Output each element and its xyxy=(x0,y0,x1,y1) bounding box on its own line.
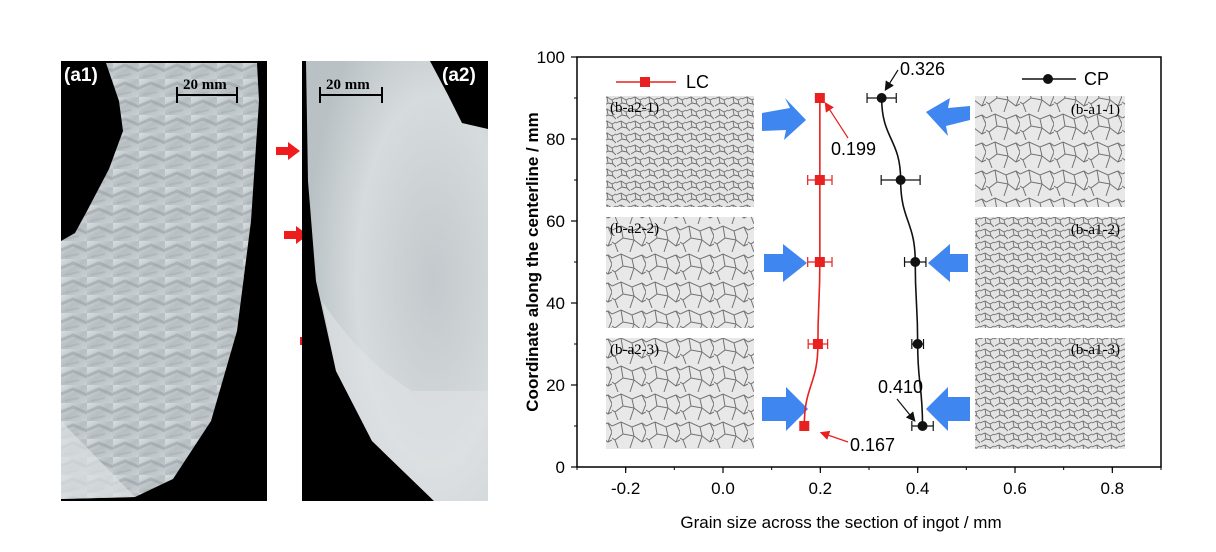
y-axis-label: Coordinate along the centerline / mm xyxy=(523,112,542,411)
micrograph-b-a1-1 xyxy=(975,96,1125,207)
y-tick-label: 100 xyxy=(537,48,565,67)
y-tick-label: 40 xyxy=(546,294,565,313)
micrograph-b-a2-2 xyxy=(606,217,754,328)
x-tick-label: -0.2 xyxy=(611,479,640,498)
macrograph-a1-image xyxy=(61,61,267,501)
data-point-cp xyxy=(910,257,921,267)
annotation-cp-bottom: 0.410 xyxy=(878,377,923,397)
value-annotations: 0.326 0.199 0.410 0.167 xyxy=(819,59,945,455)
legend-item-lc: LC xyxy=(616,72,709,92)
macrograph-a2: (a2) 20 mm xyxy=(302,61,488,501)
annotation-cp-top: 0.326 xyxy=(900,59,945,79)
micro-label-b-a2-1: (b-a2-1) xyxy=(610,100,659,116)
micro-label-b-a2-3: (b-a2-3) xyxy=(610,342,659,358)
red-arrow-icon xyxy=(276,142,300,160)
micrograph-b-a2-1 xyxy=(606,96,754,207)
y-tick-label: 80 xyxy=(546,130,565,149)
micro-label-b-a2-2: (b-a2-2) xyxy=(610,221,659,237)
data-point-lc xyxy=(812,339,823,349)
x-axis-label: Grain size across the section of ingot /… xyxy=(680,513,1001,532)
x-tick-label: 0.8 xyxy=(1101,479,1125,498)
x-tick-label: 0.4 xyxy=(906,479,930,498)
legend: LC CP xyxy=(616,69,1109,92)
legend-label-cp: CP xyxy=(1084,69,1109,89)
micrograph-b-a1-2 xyxy=(975,217,1125,328)
data-point-cp xyxy=(895,175,906,185)
annotation-lc-top: 0.199 xyxy=(831,139,876,159)
data-point-cp xyxy=(876,93,887,103)
scale-label-a2: 20 mm xyxy=(326,77,370,93)
blue-arrow-icon xyxy=(762,387,808,431)
x-tick-label: 0.6 xyxy=(1003,479,1027,498)
data-point-lc xyxy=(814,93,825,103)
x-tick-label: 0.2 xyxy=(809,479,833,498)
micro-label-b-a1-1: (b-a1-1) xyxy=(1071,102,1120,118)
blue-arrow-icon xyxy=(926,387,970,431)
data-point-lc xyxy=(814,257,825,267)
annotation-lc-bottom: 0.167 xyxy=(850,435,895,455)
blue-arrow-icon xyxy=(926,98,970,136)
y-tick-label: 0 xyxy=(556,458,565,477)
data-point-lc xyxy=(799,421,810,431)
micro-label-b-a1-3: (b-a1-3) xyxy=(1071,342,1120,358)
macrograph-a1: (a1) 20 mm xyxy=(61,61,267,501)
macrograph-a2-image xyxy=(302,61,488,501)
scale-bar-a1 xyxy=(176,87,238,103)
y-tick-label: 60 xyxy=(546,212,565,231)
blue-arrow-icon xyxy=(764,244,807,282)
x-tick-label: 0.0 xyxy=(711,479,735,498)
panel-tag-a2: (a2) xyxy=(442,65,476,86)
legend-item-cp: CP xyxy=(1022,69,1109,89)
micrograph-b-a2-3 xyxy=(606,338,754,449)
scale-bar-a2 xyxy=(319,87,383,103)
panel-tag-a1: (a1) xyxy=(64,65,98,86)
data-point-cp xyxy=(917,421,928,431)
micro-label-b-a1-2: (b-a1-2) xyxy=(1071,222,1120,238)
blue-arrow-icon xyxy=(928,244,968,282)
micrograph-b-a1-3 xyxy=(975,338,1125,449)
y-tick-label: 20 xyxy=(546,376,565,395)
blue-arrow-icon xyxy=(762,98,806,140)
data-point-cp xyxy=(912,339,923,349)
legend-label-lc: LC xyxy=(686,72,709,92)
data-point-lc xyxy=(814,175,825,185)
scale-label-a1: 20 mm xyxy=(183,77,227,93)
